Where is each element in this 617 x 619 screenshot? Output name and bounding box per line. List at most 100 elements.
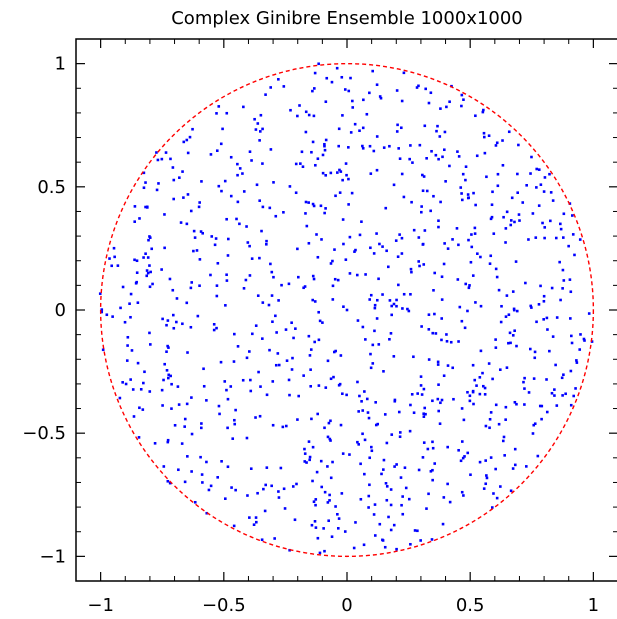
scatter-point bbox=[427, 358, 431, 361]
scatter-point bbox=[310, 417, 313, 421]
scatter-point bbox=[504, 227, 508, 230]
scatter-point bbox=[361, 409, 365, 412]
scatter-point bbox=[395, 298, 398, 302]
scatter-point bbox=[327, 421, 331, 425]
scatter-point bbox=[542, 190, 546, 193]
scatter-point bbox=[313, 520, 317, 523]
scatter-point bbox=[541, 221, 544, 225]
scatter-point bbox=[144, 181, 147, 184]
scatter-point bbox=[400, 236, 404, 240]
scatter-point bbox=[425, 189, 429, 193]
scatter-point bbox=[413, 529, 417, 532]
scatter-point bbox=[503, 454, 506, 457]
scatter-point bbox=[420, 325, 423, 328]
scatter-point bbox=[539, 183, 543, 186]
scatter-point bbox=[287, 378, 291, 382]
scatter-point bbox=[198, 201, 201, 204]
scatter-point bbox=[431, 399, 434, 403]
scatter-point bbox=[304, 130, 308, 134]
scatter-point bbox=[363, 438, 367, 442]
scatter-point bbox=[371, 69, 374, 73]
scatter-point bbox=[433, 271, 437, 275]
scatter-point bbox=[329, 439, 332, 442]
scatter-point bbox=[291, 356, 294, 360]
scatter-point bbox=[377, 277, 380, 281]
scatter-point bbox=[353, 250, 356, 253]
scatter-point bbox=[367, 506, 370, 509]
scatter-point bbox=[331, 284, 335, 288]
scatter-point bbox=[448, 100, 451, 104]
scatter-point bbox=[504, 315, 508, 318]
scatter-point bbox=[304, 212, 307, 215]
scatter-point bbox=[133, 205, 137, 208]
scatter-point bbox=[248, 350, 251, 353]
scatter-point bbox=[448, 164, 451, 168]
scatter-point bbox=[245, 225, 248, 228]
scatter-point bbox=[242, 190, 246, 193]
scatter-point bbox=[423, 229, 427, 232]
scatter-point bbox=[311, 89, 314, 93]
scatter-point bbox=[562, 373, 565, 377]
scatter-point bbox=[261, 162, 264, 165]
scatter-point bbox=[509, 223, 513, 227]
scatter-point bbox=[254, 516, 258, 519]
scatter-point bbox=[108, 257, 111, 260]
scatter-point bbox=[406, 307, 409, 311]
scatter-point bbox=[574, 387, 577, 390]
scatter-point bbox=[446, 445, 449, 449]
scatter-point bbox=[307, 241, 311, 245]
scatter-point bbox=[542, 299, 546, 303]
scatter-point bbox=[525, 465, 528, 468]
scatter-point bbox=[220, 189, 223, 193]
scatter-point bbox=[389, 503, 393, 507]
scatter-point bbox=[431, 478, 434, 482]
scatter-point bbox=[223, 380, 227, 383]
scatter-point bbox=[517, 143, 520, 147]
scatter-point bbox=[496, 184, 500, 188]
scatter-point bbox=[555, 404, 559, 407]
scatter-point bbox=[165, 323, 168, 327]
scatter-point bbox=[507, 130, 511, 134]
scatter-point bbox=[145, 269, 149, 272]
scatter-point bbox=[388, 299, 392, 302]
scatter-point bbox=[488, 417, 492, 421]
scatter-point bbox=[395, 304, 398, 308]
scatter-point bbox=[304, 110, 308, 114]
scatter-point bbox=[571, 233, 575, 236]
x-tick-label: 0 bbox=[341, 595, 352, 616]
scatter-point bbox=[470, 245, 474, 249]
scatter-point bbox=[181, 170, 184, 173]
scatter-point bbox=[133, 220, 136, 223]
scatter-point bbox=[313, 71, 317, 75]
scatter-point bbox=[314, 498, 318, 501]
scatter-point bbox=[412, 228, 416, 232]
scatter-point bbox=[217, 404, 221, 408]
scatter-point bbox=[166, 319, 170, 322]
scatter-point bbox=[309, 368, 312, 371]
scatter-point bbox=[537, 168, 541, 171]
scatter-point bbox=[290, 321, 293, 325]
scatter-point bbox=[182, 140, 186, 144]
scatter-point bbox=[252, 523, 256, 526]
scatter-point bbox=[324, 386, 328, 389]
scatter-point bbox=[293, 518, 297, 522]
scatter-point bbox=[446, 247, 450, 250]
scatter-point bbox=[248, 516, 251, 519]
scatter-point bbox=[337, 383, 341, 387]
scatter-point bbox=[326, 501, 330, 504]
scatter-point bbox=[505, 294, 509, 297]
scatter-point bbox=[304, 200, 308, 204]
scatter-point bbox=[387, 265, 390, 269]
scatter-point bbox=[324, 100, 328, 104]
scatter-point bbox=[291, 485, 295, 488]
scatter-point bbox=[415, 86, 419, 89]
scatter-point bbox=[226, 465, 230, 469]
scatter-point bbox=[545, 316, 549, 320]
scatter-point bbox=[301, 165, 305, 169]
scatter-point bbox=[381, 539, 385, 542]
scatter-point bbox=[387, 515, 390, 519]
scatter-point bbox=[569, 403, 573, 407]
scatter-point bbox=[562, 279, 566, 282]
scatter-point bbox=[294, 191, 298, 195]
scatter-point bbox=[225, 279, 229, 282]
